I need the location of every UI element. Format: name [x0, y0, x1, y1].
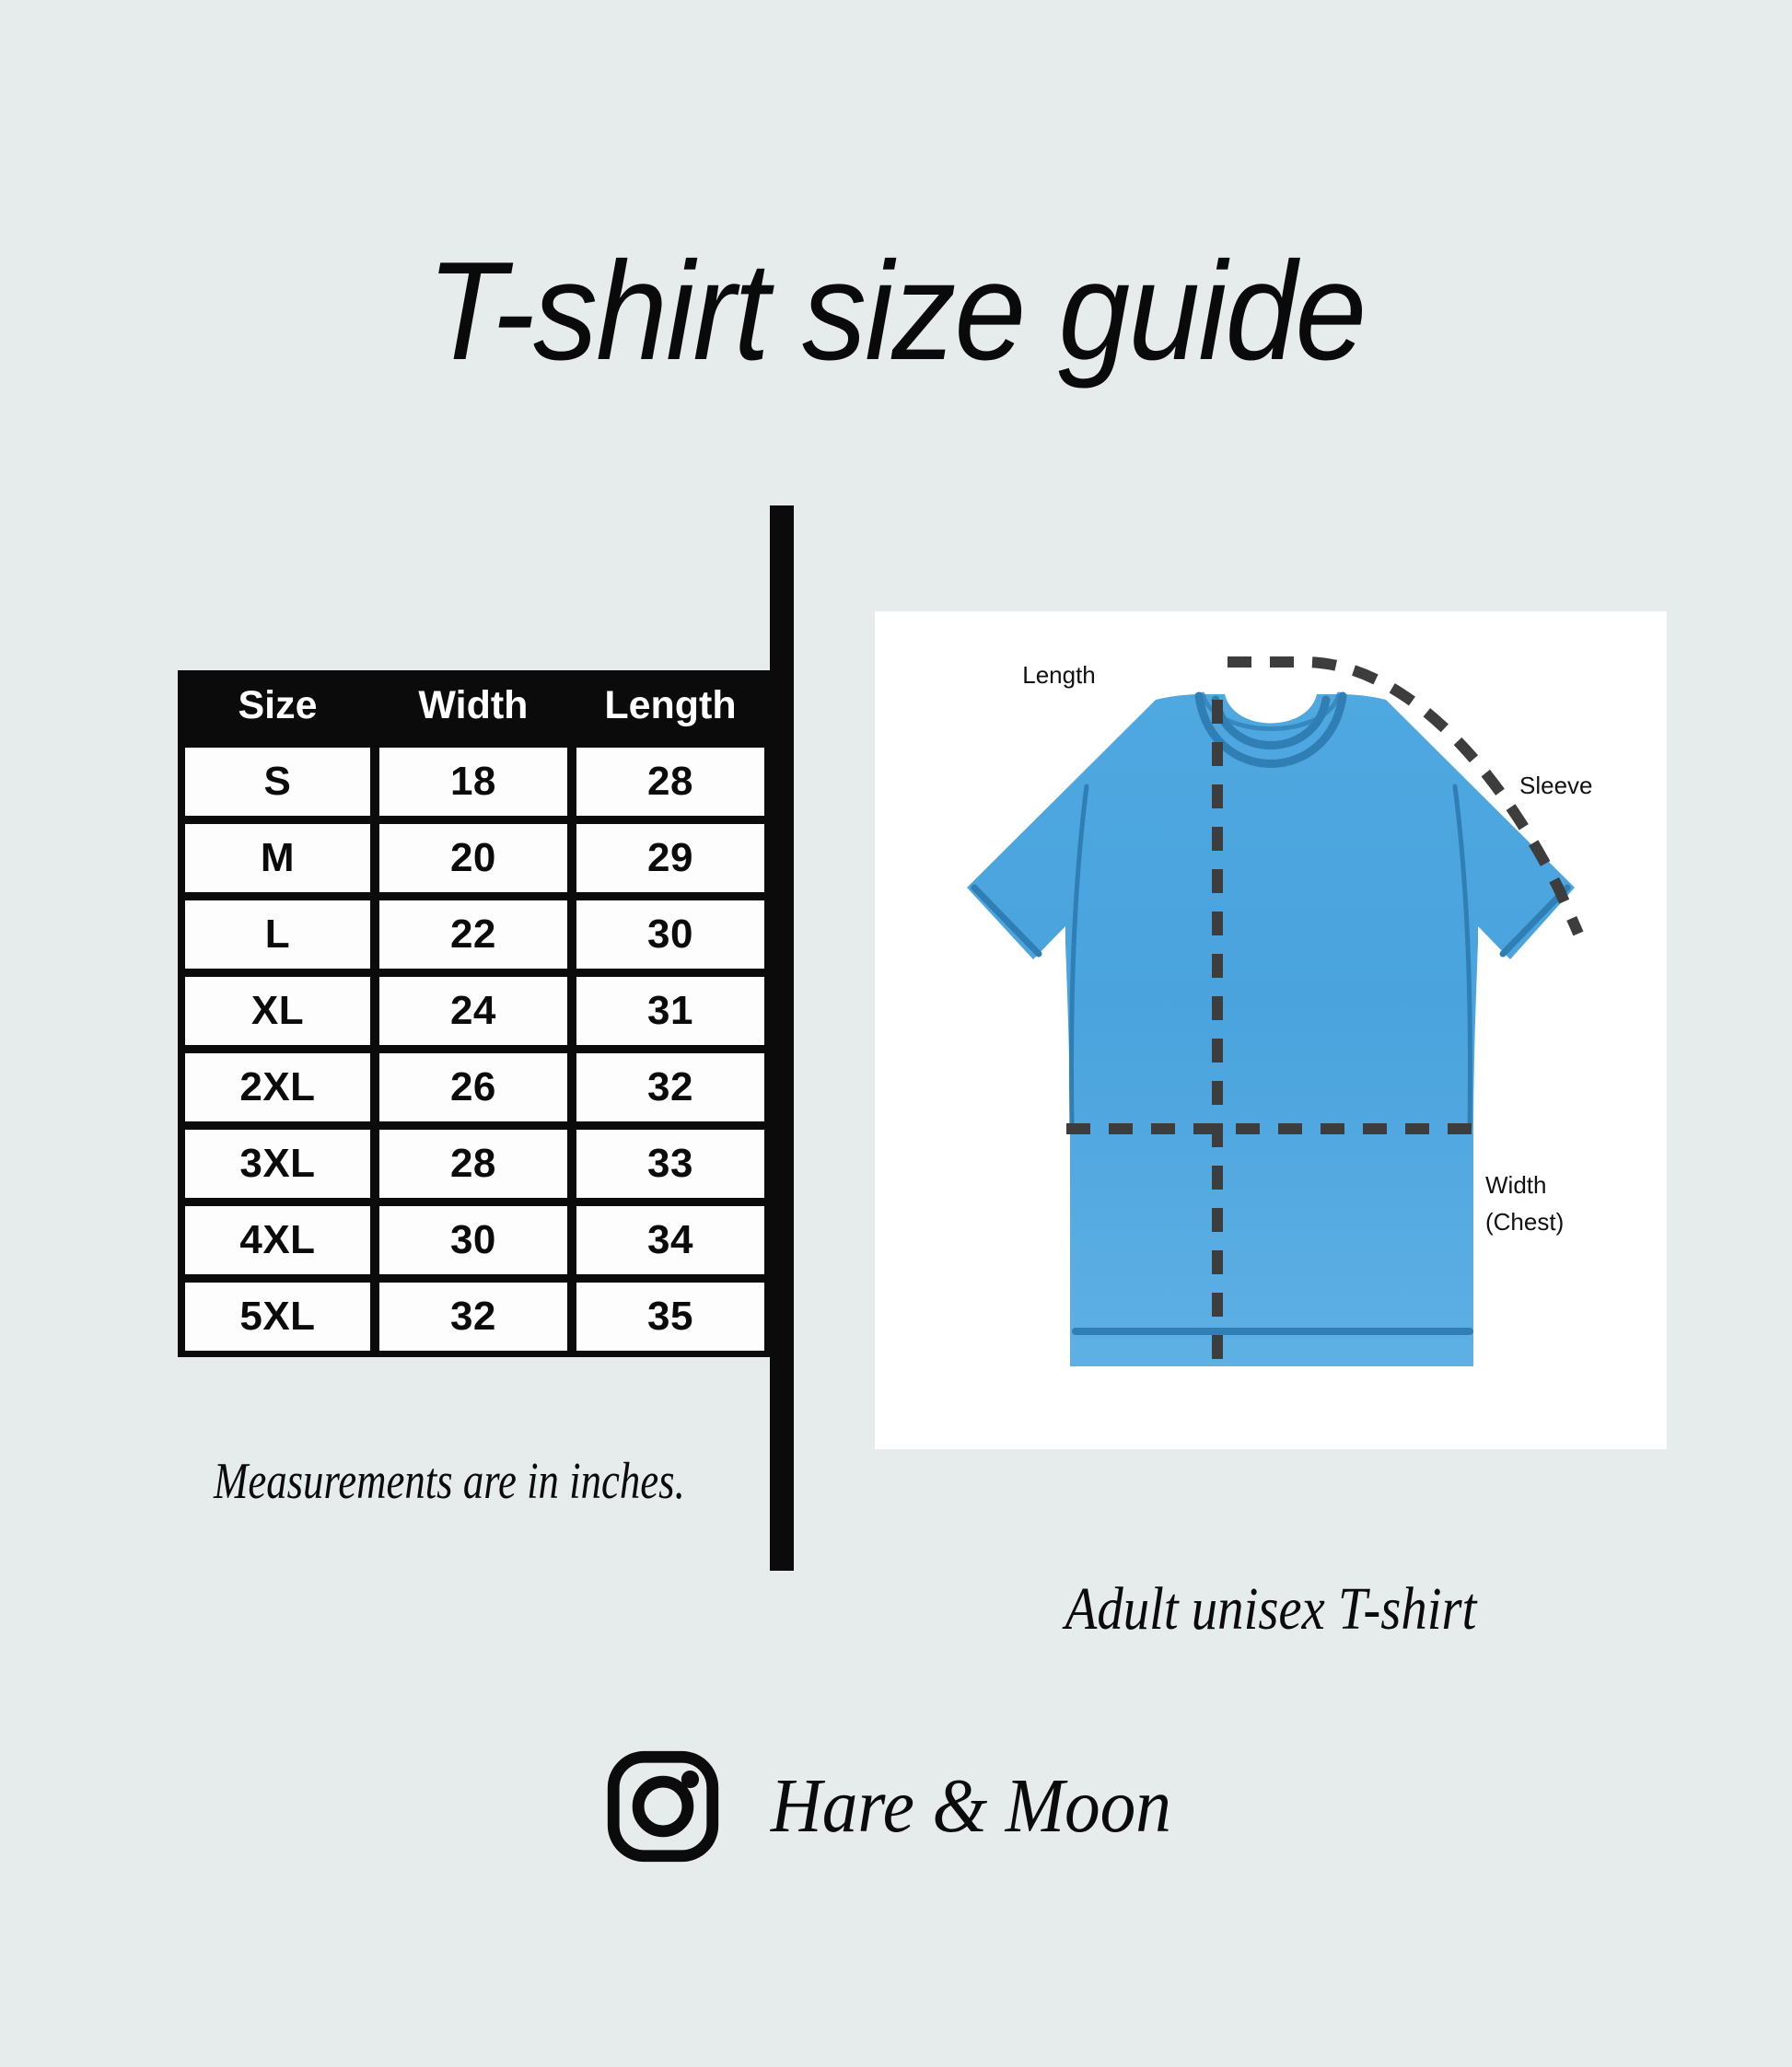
- table-row: M 20 29: [183, 822, 766, 894]
- cell-width: 22: [377, 899, 569, 970]
- width-sub-label: (Chest): [1485, 1208, 1564, 1236]
- cell-length: 30: [574, 899, 766, 970]
- cell-width: 26: [377, 1051, 569, 1123]
- sleeve-measure-line: [1228, 656, 1584, 936]
- cell-width: 18: [377, 746, 569, 818]
- cell-size: 2XL: [183, 1051, 372, 1123]
- cell-size: 3XL: [183, 1128, 372, 1200]
- cell-length: 34: [574, 1204, 766, 1276]
- cell-length: 32: [574, 1051, 766, 1123]
- cell-length: 29: [574, 822, 766, 894]
- table-row: 4XL 30 34: [183, 1204, 766, 1276]
- column-header-width: Width: [377, 675, 569, 741]
- size-table-container: Size Width Length S 18 28 M 20 29 L 22 3…: [178, 670, 772, 1357]
- cell-width: 24: [377, 975, 569, 1047]
- table-header-row: Size Width Length: [183, 675, 766, 741]
- cell-size: S: [183, 746, 372, 818]
- table-row: XL 24 31: [183, 975, 766, 1047]
- length-label: Length: [1022, 661, 1096, 689]
- page-title: T-shirt size guide: [426, 233, 1367, 389]
- tshirt-diagram: Length Sleeve Width (Chest): [967, 656, 1593, 1366]
- cell-width: 32: [377, 1281, 569, 1353]
- tshirt-caption: Adult unisex T-shirt: [1065, 1575, 1477, 1643]
- brand-footer: Hare & Moon: [0, 1748, 1792, 1865]
- tshirt-diagram-panel: Length Sleeve Width (Chest): [875, 611, 1667, 1449]
- cell-width: 30: [377, 1204, 569, 1276]
- cell-size: L: [183, 899, 372, 970]
- table-row: L 22 30: [183, 899, 766, 970]
- cell-length: 35: [574, 1281, 766, 1353]
- cell-width: 20: [377, 822, 569, 894]
- table-row: S 18 28: [183, 746, 766, 818]
- width-label: Width: [1485, 1171, 1546, 1199]
- table-row: 2XL 26 32: [183, 1051, 766, 1123]
- brand-name: Hare & Moon: [770, 1762, 1171, 1849]
- cell-size: 4XL: [183, 1204, 372, 1276]
- column-header-length: Length: [574, 675, 766, 741]
- measurements-note: Measurements are in inches.: [214, 1453, 685, 1510]
- cell-size: XL: [183, 975, 372, 1047]
- tshirt-shape: [967, 691, 1575, 1366]
- cell-width: 28: [377, 1128, 569, 1200]
- size-table: Size Width Length S 18 28 M 20 29 L 22 3…: [178, 670, 772, 1357]
- cell-size: 5XL: [183, 1281, 372, 1353]
- instagram-icon[interactable]: [604, 1748, 722, 1865]
- cell-length: 31: [574, 975, 766, 1047]
- decorative-vertical-bar: [770, 505, 794, 1571]
- column-header-size: Size: [183, 675, 372, 741]
- sleeve-label: Sleeve: [1519, 772, 1593, 799]
- cell-size: M: [183, 822, 372, 894]
- table-row: 3XL 28 33: [183, 1128, 766, 1200]
- cell-length: 28: [574, 746, 766, 818]
- cell-length: 33: [574, 1128, 766, 1200]
- table-row: 5XL 32 35: [183, 1281, 766, 1353]
